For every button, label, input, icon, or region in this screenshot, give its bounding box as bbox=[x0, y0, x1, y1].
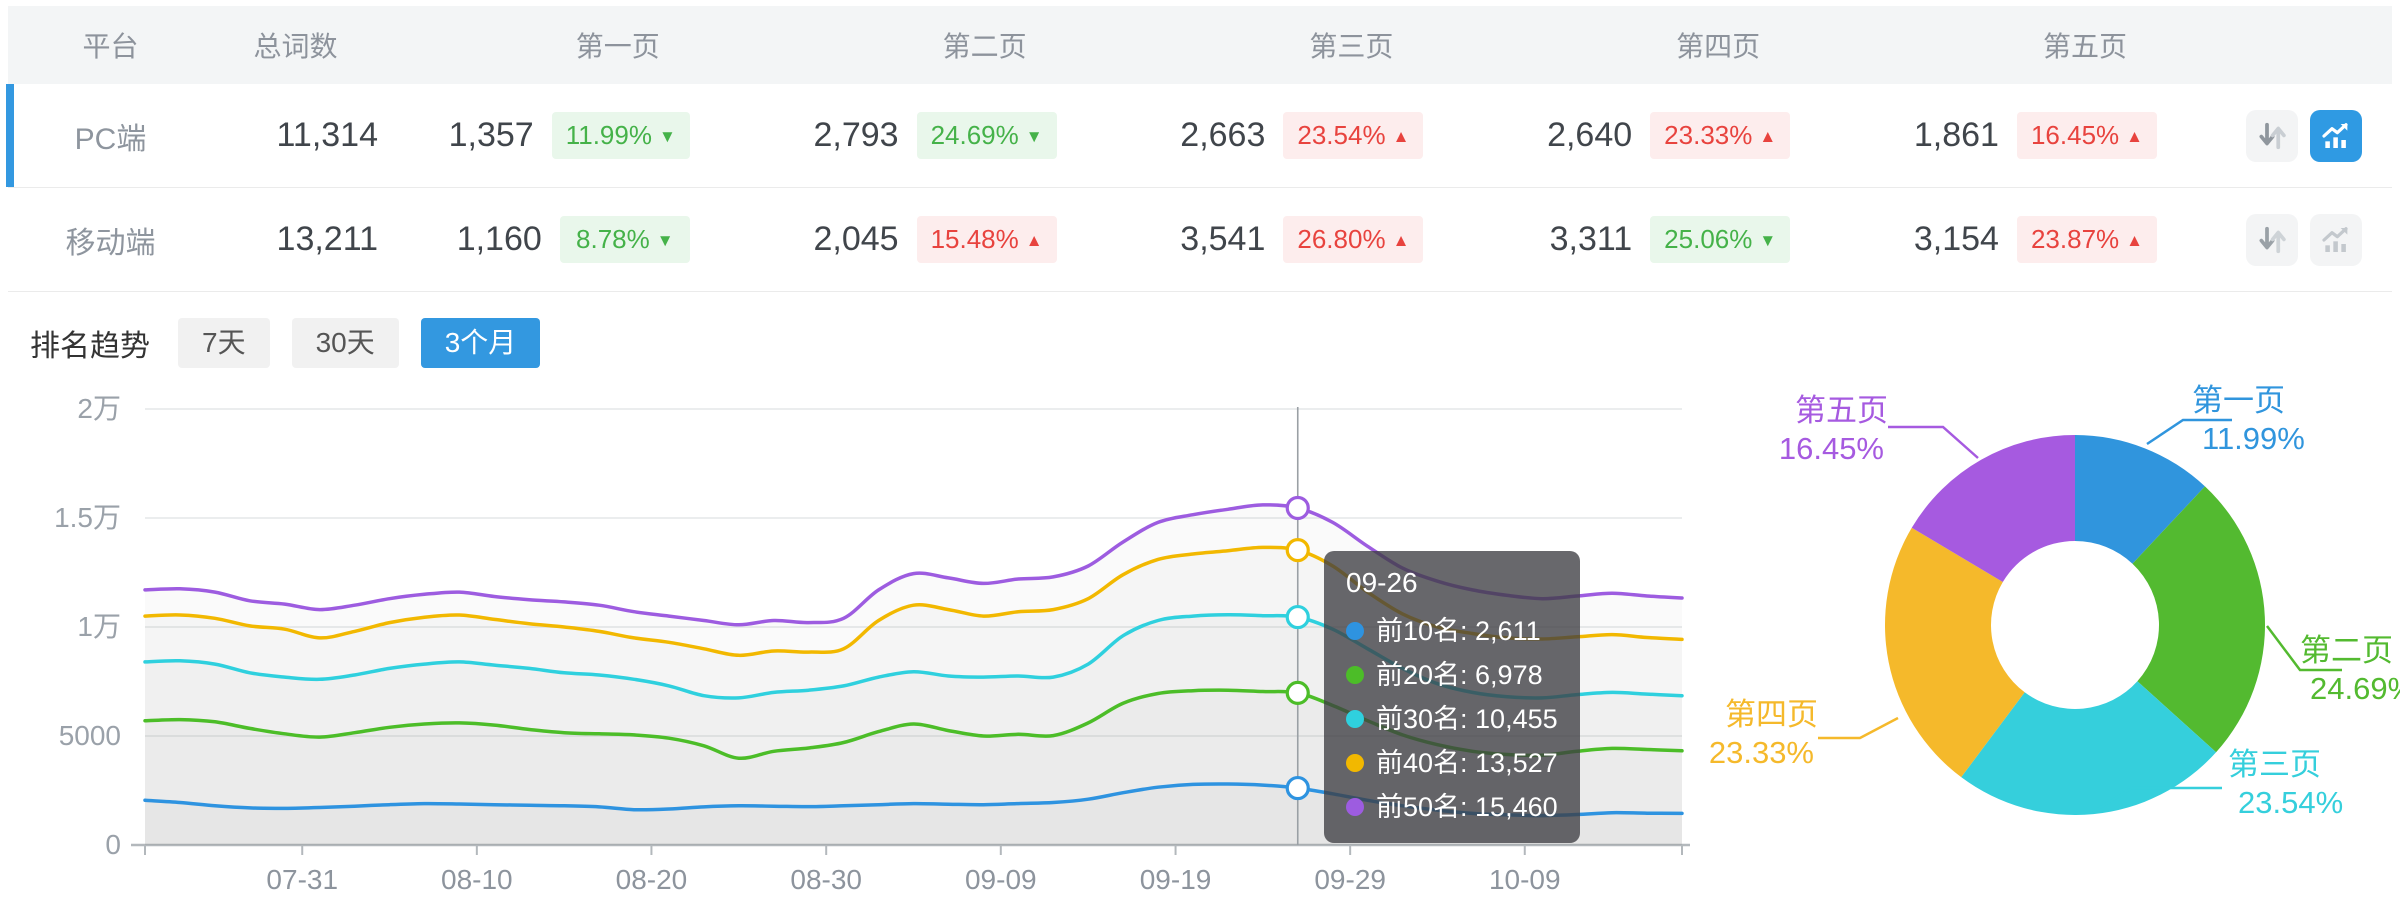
donut-label-第四页: 第四页 23.33% bbox=[1708, 697, 1818, 770]
donut-slice-第五页[interactable] bbox=[1911, 435, 2075, 583]
tooltip-entry: 前30名: 10,455 bbox=[1346, 697, 1558, 741]
hover-marker-前50名 bbox=[1285, 495, 1310, 521]
swap-arrows-icon bbox=[2259, 226, 2286, 253]
header-total-words: 总词数 bbox=[253, 31, 338, 62]
table-row-mobile[interactable]: 移动端 13,211 1,160 8.78% ▼ 2,045 15.48% ▲ 3,54… bbox=[8, 188, 2392, 292]
platform-name: 移动端 bbox=[65, 226, 156, 260]
tooltip-entry: 前20名: 6,978 bbox=[1346, 653, 1558, 697]
x-axis-label: 09-29 bbox=[1314, 864, 1386, 895]
x-axis-label: 09-19 bbox=[1140, 864, 1212, 895]
page2-percent-badge: 24.69% ▼ bbox=[916, 112, 1057, 159]
page1-count: 1,160 bbox=[456, 220, 542, 258]
x-axis-label: 09-09 bbox=[965, 864, 1037, 895]
x-axis-label: 08-30 bbox=[790, 864, 862, 895]
selected-row-indicator bbox=[6, 84, 14, 187]
donut-slice-第四页[interactable] bbox=[1885, 527, 2025, 778]
donut-label-第一页: 第一页 11.99% bbox=[2192, 383, 2305, 456]
compare-sort-button[interactable] bbox=[2245, 109, 2298, 162]
donut-label-第三页: 第三页 23.54% bbox=[2228, 747, 2344, 820]
hover-marker-前40名 bbox=[1285, 538, 1310, 563]
page1-percent-badge: 8.78% ▼ bbox=[559, 216, 690, 263]
donut-slice-第一页[interactable] bbox=[2075, 435, 2205, 564]
page3-count: 2,663 bbox=[1180, 116, 1266, 154]
trend-chart-button-active[interactable] bbox=[2309, 109, 2362, 162]
trend-toolbar: 排名趋势 7天 30天 3个月 bbox=[30, 318, 2400, 368]
page-share-donut-chart[interactable] bbox=[1700, 370, 2400, 920]
y-axis-label: 0 bbox=[105, 829, 121, 860]
total-words-value: 11,314 bbox=[276, 116, 378, 154]
page4-percent-badge: 25.06% ▼ bbox=[1650, 216, 1791, 263]
donut-slice-第二页[interactable] bbox=[2132, 486, 2265, 753]
header-page3: 第三页 bbox=[1309, 31, 1394, 62]
tooltip-entry: 前50名: 15,460 bbox=[1346, 785, 1558, 829]
series-dot-icon bbox=[1346, 798, 1364, 816]
y-axis-label: 1万 bbox=[77, 611, 121, 642]
y-axis-label: 5000 bbox=[59, 720, 121, 751]
x-axis-label: 07-31 bbox=[266, 864, 338, 895]
page5-count: 3,154 bbox=[1913, 220, 1999, 258]
page2-count: 2,793 bbox=[813, 116, 899, 154]
trend-chart-icon bbox=[2322, 226, 2348, 252]
page1-percent-badge: 11.99% ▼ bbox=[551, 112, 690, 159]
rank-trend-line-chart[interactable]: 0 5000 1万 1.5万 2万 07-31 08-10 08-20 08-30 09-09 09… bbox=[0, 370, 1700, 920]
header-page1: 第一页 bbox=[575, 31, 660, 62]
header-platform: 平台 bbox=[82, 31, 139, 62]
series-dot-icon bbox=[1346, 622, 1364, 640]
y-axis-label: 1.5万 bbox=[54, 502, 121, 533]
tooltip-date: 09-26 bbox=[1346, 567, 1418, 598]
hover-marker-前30名 bbox=[1285, 604, 1310, 630]
page5-percent-badge: 23.87% ▲ bbox=[2016, 216, 2157, 263]
platform-name: PC端 bbox=[74, 122, 147, 156]
charts-area: ◭ 爱站网 050001万1.5万2万07-3108-1008-2008-300… bbox=[0, 370, 2400, 920]
series-dot-icon bbox=[1346, 666, 1364, 684]
compare-sort-button[interactable] bbox=[2245, 213, 2298, 266]
donut-label-第五页: 第五页 16.45% bbox=[1778, 393, 1888, 466]
trend-section-title: 排名趋势 bbox=[30, 330, 150, 363]
y-axis-label: 2万 bbox=[77, 393, 121, 424]
page4-percent-badge: 23.33% ▲ bbox=[1650, 112, 1791, 159]
series-dot-icon bbox=[1346, 754, 1364, 772]
tooltip-entry: 前10名: 2,611 bbox=[1346, 609, 1558, 653]
page4-count: 3,311 bbox=[1549, 220, 1633, 258]
page3-percent-badge: 23.54% ▲ bbox=[1283, 112, 1424, 159]
header-page4: 第四页 bbox=[1676, 31, 1761, 62]
header-page5: 第五页 bbox=[2042, 31, 2127, 62]
tab-30-days[interactable]: 30天 bbox=[291, 318, 399, 368]
hover-marker-前10名 bbox=[1285, 775, 1310, 801]
hover-marker-前20名 bbox=[1285, 680, 1310, 705]
tooltip-entry: 前40名: 13,527 bbox=[1346, 741, 1558, 785]
page5-count: 1,861 bbox=[1913, 116, 1999, 154]
page1-count: 1,357 bbox=[448, 116, 534, 154]
series-dot-icon bbox=[1346, 710, 1364, 728]
page2-count: 2,045 bbox=[813, 220, 899, 258]
platform-summary-table: 平台 总词数 第一页 第二页 第三页 第四页 第五页 PC端 11,314 1,… bbox=[0, 6, 2400, 292]
x-axis-label: 08-10 bbox=[441, 864, 513, 895]
trend-chart-button[interactable] bbox=[2309, 213, 2362, 266]
tab-7-days[interactable]: 7天 bbox=[178, 318, 270, 368]
header-page2: 第二页 bbox=[942, 31, 1027, 62]
trend-chart-icon bbox=[2322, 122, 2348, 148]
tab-3-months[interactable]: 3个月 bbox=[420, 318, 541, 368]
page4-count: 2,640 bbox=[1547, 116, 1633, 154]
x-axis-label: 10-09 bbox=[1489, 864, 1561, 895]
x-axis-label: 08-20 bbox=[616, 864, 688, 895]
table-header-row: 平台 总词数 第一页 第二页 第三页 第四页 第五页 bbox=[8, 6, 2392, 84]
table-row-pc[interactable]: PC端 11,314 1,357 11.99% ▼ 2,793 24.69% ▼ 2,6… bbox=[6, 84, 2392, 188]
donut-leader-line bbox=[2266, 625, 2342, 672]
donut-leader-line bbox=[1888, 425, 1979, 459]
page3-count: 3,541 bbox=[1180, 220, 1266, 258]
page5-percent-badge: 16.45% ▲ bbox=[2016, 112, 2157, 159]
chart-tooltip: 09-26 前10名: 2,611 前20名: 6,978 前30名: 10,455… bbox=[1324, 551, 1580, 843]
donut-leader-line bbox=[2146, 418, 2232, 446]
page2-percent-badge: 15.48% ▲ bbox=[916, 216, 1057, 263]
page3-percent-badge: 26.80% ▲ bbox=[1283, 216, 1424, 263]
donut-leader-line bbox=[2092, 786, 2222, 814]
swap-arrows-icon bbox=[2259, 122, 2286, 149]
total-words-value: 13,211 bbox=[276, 220, 378, 258]
donut-leader-line bbox=[1818, 716, 1899, 740]
donut-slice-第三页[interactable] bbox=[1961, 681, 2217, 815]
seo-rank-dashboard: 平台 总词数 第一页 第二页 第三页 第四页 第五页 PC端 11,314 1,… bbox=[0, 6, 2400, 924]
